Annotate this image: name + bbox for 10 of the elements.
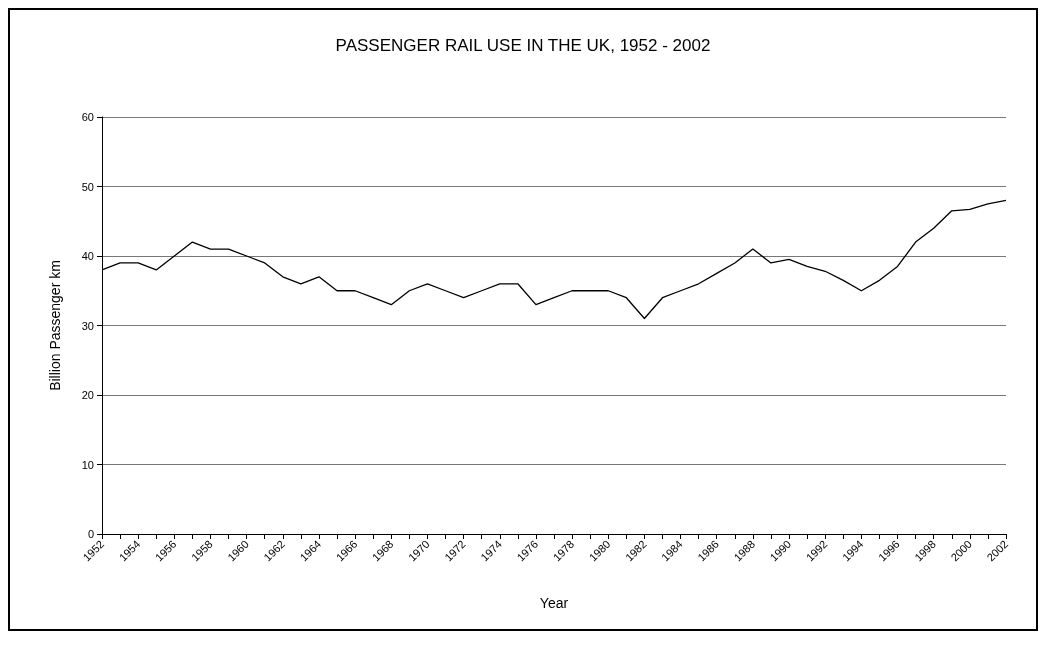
y-axis-title: Billion Passenger km: [47, 260, 63, 391]
chart-title: PASSENGER RAIL USE IN THE UK, 1952 - 2002: [335, 36, 711, 55]
y-tick-label: 10: [81, 458, 94, 471]
x-axis-title: Year: [539, 595, 569, 611]
y-tick-label: 20: [81, 389, 94, 401]
y-tick-label: 50: [81, 180, 94, 193]
y-tick-label: 60: [81, 111, 94, 123]
y-tick-label: 30: [81, 319, 94, 332]
y-tick-label: 40: [81, 250, 94, 262]
y-tick-label: 0: [87, 528, 94, 540]
